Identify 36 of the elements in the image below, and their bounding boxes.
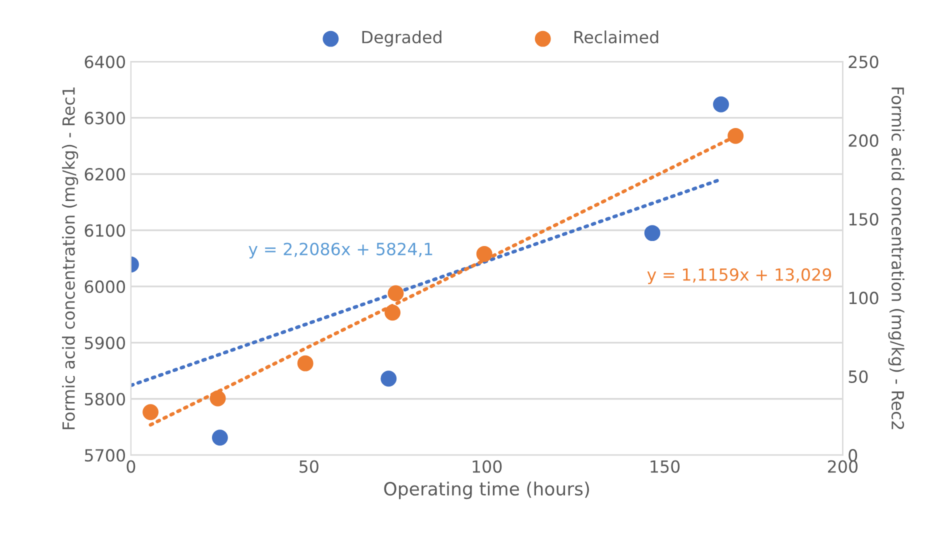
point <box>142 404 159 420</box>
point <box>210 390 226 406</box>
y-tick-label: 5800 <box>84 392 125 406</box>
point <box>388 285 404 302</box>
x-tick-label: 0 <box>126 460 136 473</box>
x-tick-label: 200 <box>828 460 858 473</box>
point <box>384 304 401 321</box>
point <box>644 225 660 242</box>
y-axis-title: Formic acid concentration (mg/kg) - Rec1 <box>62 87 78 430</box>
y-tick-label: 6000 <box>84 280 125 294</box>
x-tick-label: 100 <box>472 460 502 473</box>
x-tick-label: 50 <box>300 460 318 473</box>
y-tick-label: 6300 <box>84 112 125 124</box>
point <box>297 355 314 372</box>
y2-tick-label: 250 <box>848 56 878 68</box>
y-tick-label: 6200 <box>84 168 125 181</box>
y2-tick-label: 50 <box>848 370 868 383</box>
y-tick-label: 6100 <box>84 224 125 237</box>
point <box>713 96 729 112</box>
legend-label: Degraded <box>362 30 442 47</box>
y-tick-label: 5900 <box>84 336 125 350</box>
y-tick-label: 5700 <box>84 449 125 462</box>
point <box>380 370 397 387</box>
y-tick-label: 6400 <box>84 56 125 68</box>
annotation: y = 2,2086x + 5824,1 <box>248 242 432 259</box>
y2-tick-label: 150 <box>849 212 878 226</box>
legend-label: Reclaimed <box>574 30 658 44</box>
point <box>212 430 228 446</box>
x-axis-title: Operating time (hours) <box>384 482 589 500</box>
point <box>476 246 492 262</box>
y2-tick-label: 100 <box>849 292 878 304</box>
x-tick-label: 150 <box>650 460 680 473</box>
y2-axis-title: Formic acid concentration (mg/kg) - Rec2 <box>888 88 904 430</box>
y2-tick-label: 200 <box>848 134 878 147</box>
point <box>728 128 744 144</box>
annotation: y = 1,1159x + 13,029 <box>647 268 832 284</box>
